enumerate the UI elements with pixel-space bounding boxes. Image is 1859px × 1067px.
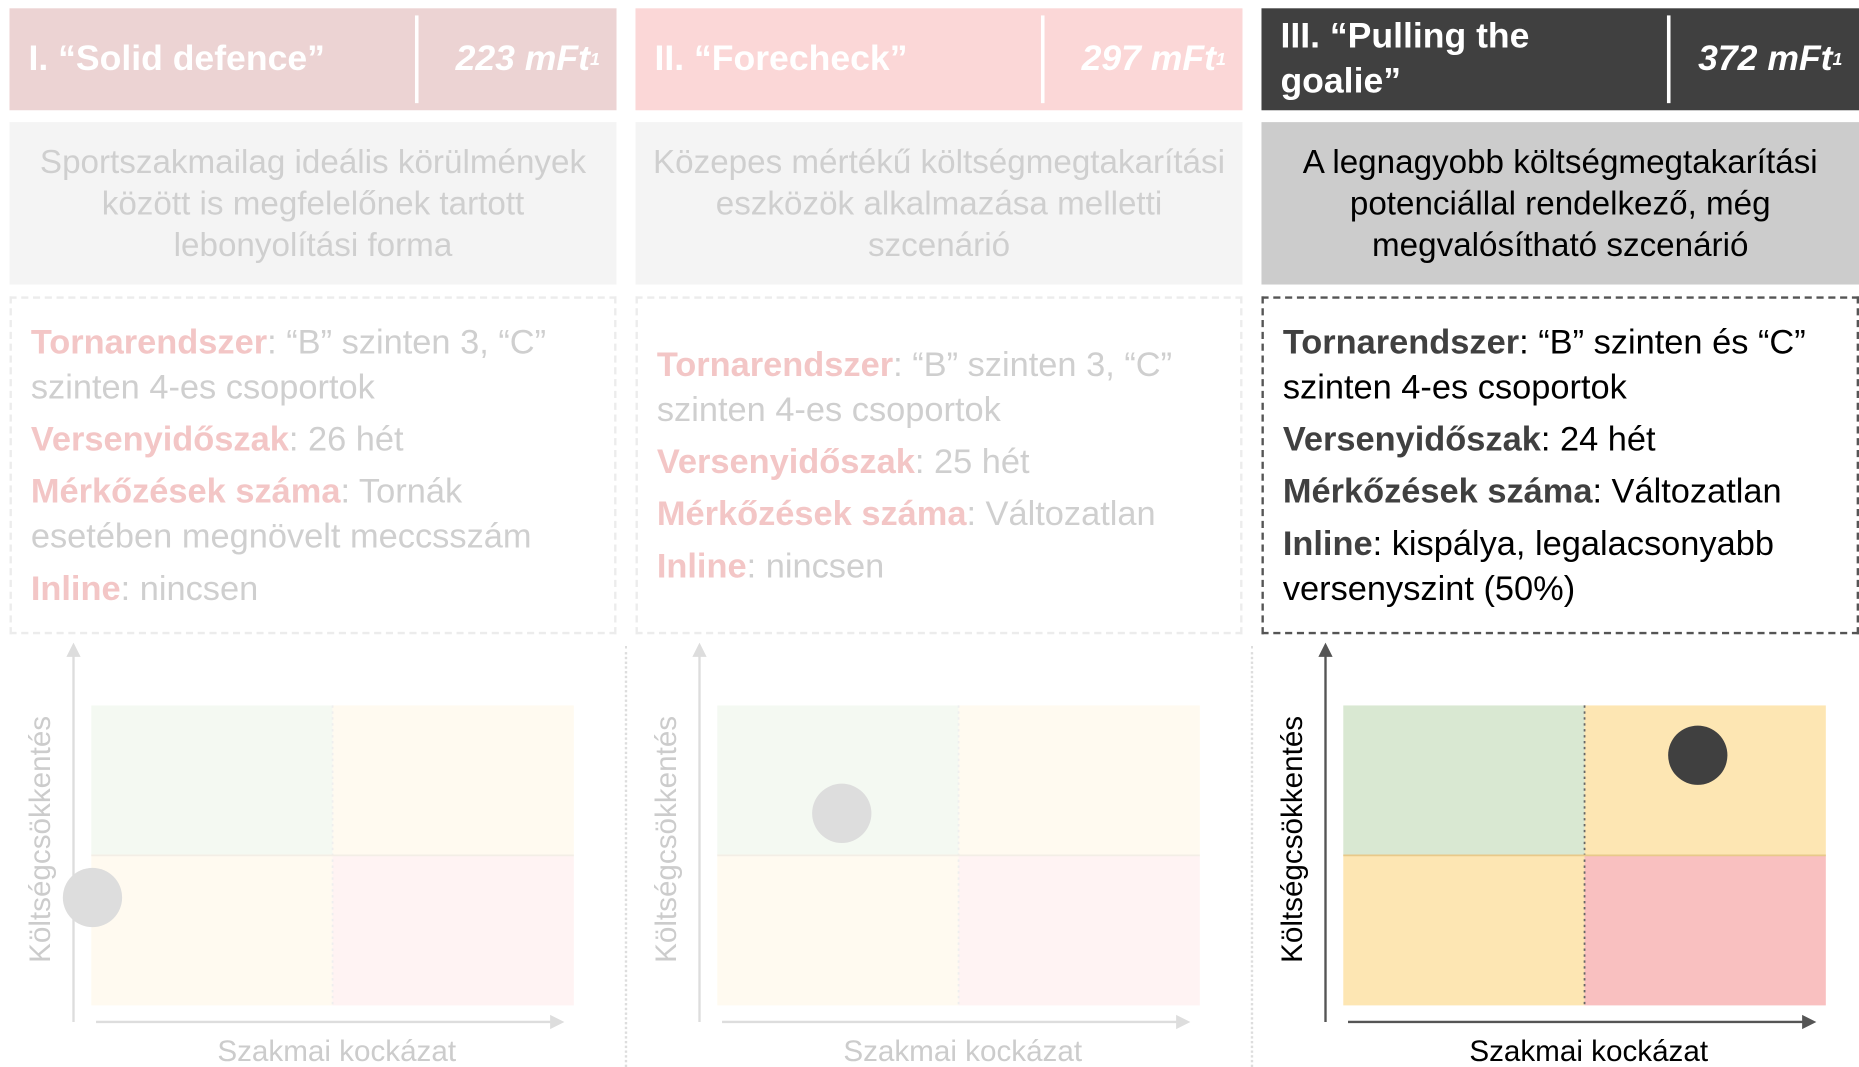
scenario-details: Tornarendszer: “B” szinten 3, “C” szinte… [9, 296, 617, 635]
scenario-cost: 297 mFt 1 [1082, 8, 1226, 110]
matrix-quadrant [91, 705, 333, 856]
scenario-details: Tornarendszer: “B” szinten és “C” szinte… [1261, 296, 1859, 635]
y-axis-arrow [66, 642, 81, 657]
scenario-title: II. “Forecheck” [654, 39, 908, 79]
matrix-quadrant [958, 855, 1200, 1006]
detail-item: Mérkőzések száma: Változatlan [657, 491, 1221, 536]
y-axis-label: Költségcsökkentés [650, 716, 683, 963]
scenario-column: II. “Forecheck” 297 mFt 1 Közepes mértékű k… [635, 0, 1243, 1067]
cost-value: 372 mFt [1698, 39, 1833, 79]
detail-label: Inline [1282, 524, 1373, 563]
y-axis-label: Költségcsökkentés [1276, 716, 1309, 963]
detail-text: : nincsen [120, 569, 259, 608]
detail-label: Tornarendszer [656, 345, 894, 384]
detail-label: Inline [30, 569, 121, 608]
detail-text: : kispálya, legalacsonyabb versenyszint … [1282, 524, 1774, 608]
detail-text: : “B” szinten és “C” szinten 4-es csopor… [1282, 323, 1806, 407]
detail-item: Versenyidőszak: 26 hét [31, 417, 595, 462]
header-separator [414, 15, 419, 104]
detail-label: Mérkőzések száma [656, 494, 967, 533]
detail-text: : “B” szinten 3, “C” szinten 4-es csopor… [656, 345, 1173, 429]
detail-item: Inline: nincsen [31, 566, 595, 611]
matrix-quadrant [717, 855, 959, 1006]
scenario-header: I. “Solid defence” 223 mFt 1 [9, 8, 617, 111]
header-separator [1666, 15, 1671, 104]
detail-text: : Változatlan [966, 494, 1156, 533]
matrix-quadrant [1584, 855, 1826, 1006]
x-axis-label: Szakmai kockázat [843, 1035, 1083, 1067]
detail-text: : 24 hét [1540, 420, 1656, 459]
scenario-header: III. “Pulling the goalie” 372 mFt 1 [1261, 8, 1859, 111]
detail-item: Versenyidőszak: 25 hét [657, 439, 1221, 484]
y-axis-label: Költségcsökkentés [24, 716, 57, 963]
scenario-header: II. “Forecheck” 297 mFt 1 [635, 8, 1243, 111]
detail-item: Mérkőzések száma: Változatlan [1283, 469, 1838, 514]
detail-label: Tornarendszer [30, 323, 268, 362]
header-separator [1040, 15, 1045, 104]
risk-matrix: Költségcsökkentés Szakmai kockázat [24, 642, 574, 1067]
scenario-column: I. “Solid defence” 223 mFt 1 Sportszakmaila… [9, 0, 617, 1067]
detail-label: Tornarendszer [1282, 323, 1520, 362]
scenario-description: Sportszakmailag ideális körülmények közö… [9, 122, 617, 285]
scenario-position [812, 783, 872, 843]
x-axis-arrow [550, 1014, 565, 1030]
detail-item: Tornarendszer: “B” szinten 3, “C” szinte… [657, 342, 1221, 432]
column-separator [624, 646, 628, 1067]
detail-text: : 26 hét [288, 420, 404, 459]
detail-item: Versenyidőszak: 24 hét [1283, 417, 1838, 462]
detail-item: Inline: kispálya, legalacsonyabb verseny… [1283, 521, 1838, 611]
scenario-title: III. “Pulling the goalie” [1280, 16, 1530, 101]
scenario-description: Közepes mértékű költségmegtakarítási esz… [635, 122, 1243, 285]
detail-label: Mérkőzések száma [1282, 472, 1593, 511]
detail-label: Versenyidőszak [30, 420, 289, 459]
cost-value: 297 mFt [1081, 39, 1217, 79]
footnote-marker: 1 [1832, 49, 1843, 70]
x-axis-label: Szakmai kockázat [1469, 1035, 1709, 1067]
detail-label: Mérkőzések száma [30, 472, 341, 511]
y-axis-arrow [1318, 642, 1333, 657]
matrix-quadrant [1343, 705, 1585, 856]
x-axis-arrow [1176, 1014, 1191, 1030]
detail-label: Versenyidőszak [1282, 420, 1541, 459]
detail-text: : “B” szinten 3, “C” szinten 4-es csopor… [30, 323, 547, 407]
cost-value: 223 mFt [455, 39, 591, 79]
matrix-quadrant [958, 705, 1200, 856]
detail-item: Tornarendszer: “B” szinten és “C” szinte… [1283, 320, 1838, 410]
detail-text: : Változatlan [1592, 472, 1782, 511]
detail-label: Versenyidőszak [656, 442, 915, 481]
matrix-quadrant [332, 705, 574, 856]
detail-text: : Tornák esetében megnövelt meccsszám [30, 472, 532, 556]
scenario-title: I. “Solid defence” [28, 39, 325, 79]
risk-matrix: Költségcsökkentés Szakmai kockázat [1276, 642, 1826, 1067]
scenario-details: Tornarendszer: “B” szinten 3, “C” szinte… [635, 296, 1243, 635]
x-axis-label: Szakmai kockázat [217, 1035, 457, 1067]
footnote-marker: 1 [1216, 49, 1226, 70]
detail-text: : 25 hét [914, 442, 1030, 481]
scenario-cost: 223 mFt 1 [456, 8, 600, 110]
matrix-quadrant [91, 855, 333, 1006]
scenario-column: III. “Pulling the goalie” 372 mFt 1 A legna… [1261, 0, 1859, 1067]
column-separator [1250, 646, 1254, 1067]
matrix-quadrant [332, 855, 574, 1006]
detail-item: Inline: nincsen [657, 544, 1221, 589]
scenario-description: A legnagyobb költségmegtakarítási potenc… [1261, 122, 1859, 285]
detail-label: Inline [656, 547, 747, 586]
x-axis-arrow [1802, 1014, 1817, 1030]
matrix-quadrant [1343, 855, 1585, 1006]
scenario-position [62, 867, 123, 928]
scenario-cost: 372 mFt 1 [1698, 8, 1842, 110]
footnote-marker: 1 [590, 49, 600, 70]
scenario-position [1668, 725, 1728, 785]
detail-text: : nincsen [746, 547, 885, 586]
risk-matrix: Költségcsökkentés Szakmai kockázat [650, 642, 1200, 1067]
detail-item: Tornarendszer: “B” szinten 3, “C” szinte… [31, 320, 595, 410]
detail-item: Mérkőzések száma: Tornák esetében megnöv… [31, 469, 595, 559]
y-axis-arrow [692, 642, 707, 657]
